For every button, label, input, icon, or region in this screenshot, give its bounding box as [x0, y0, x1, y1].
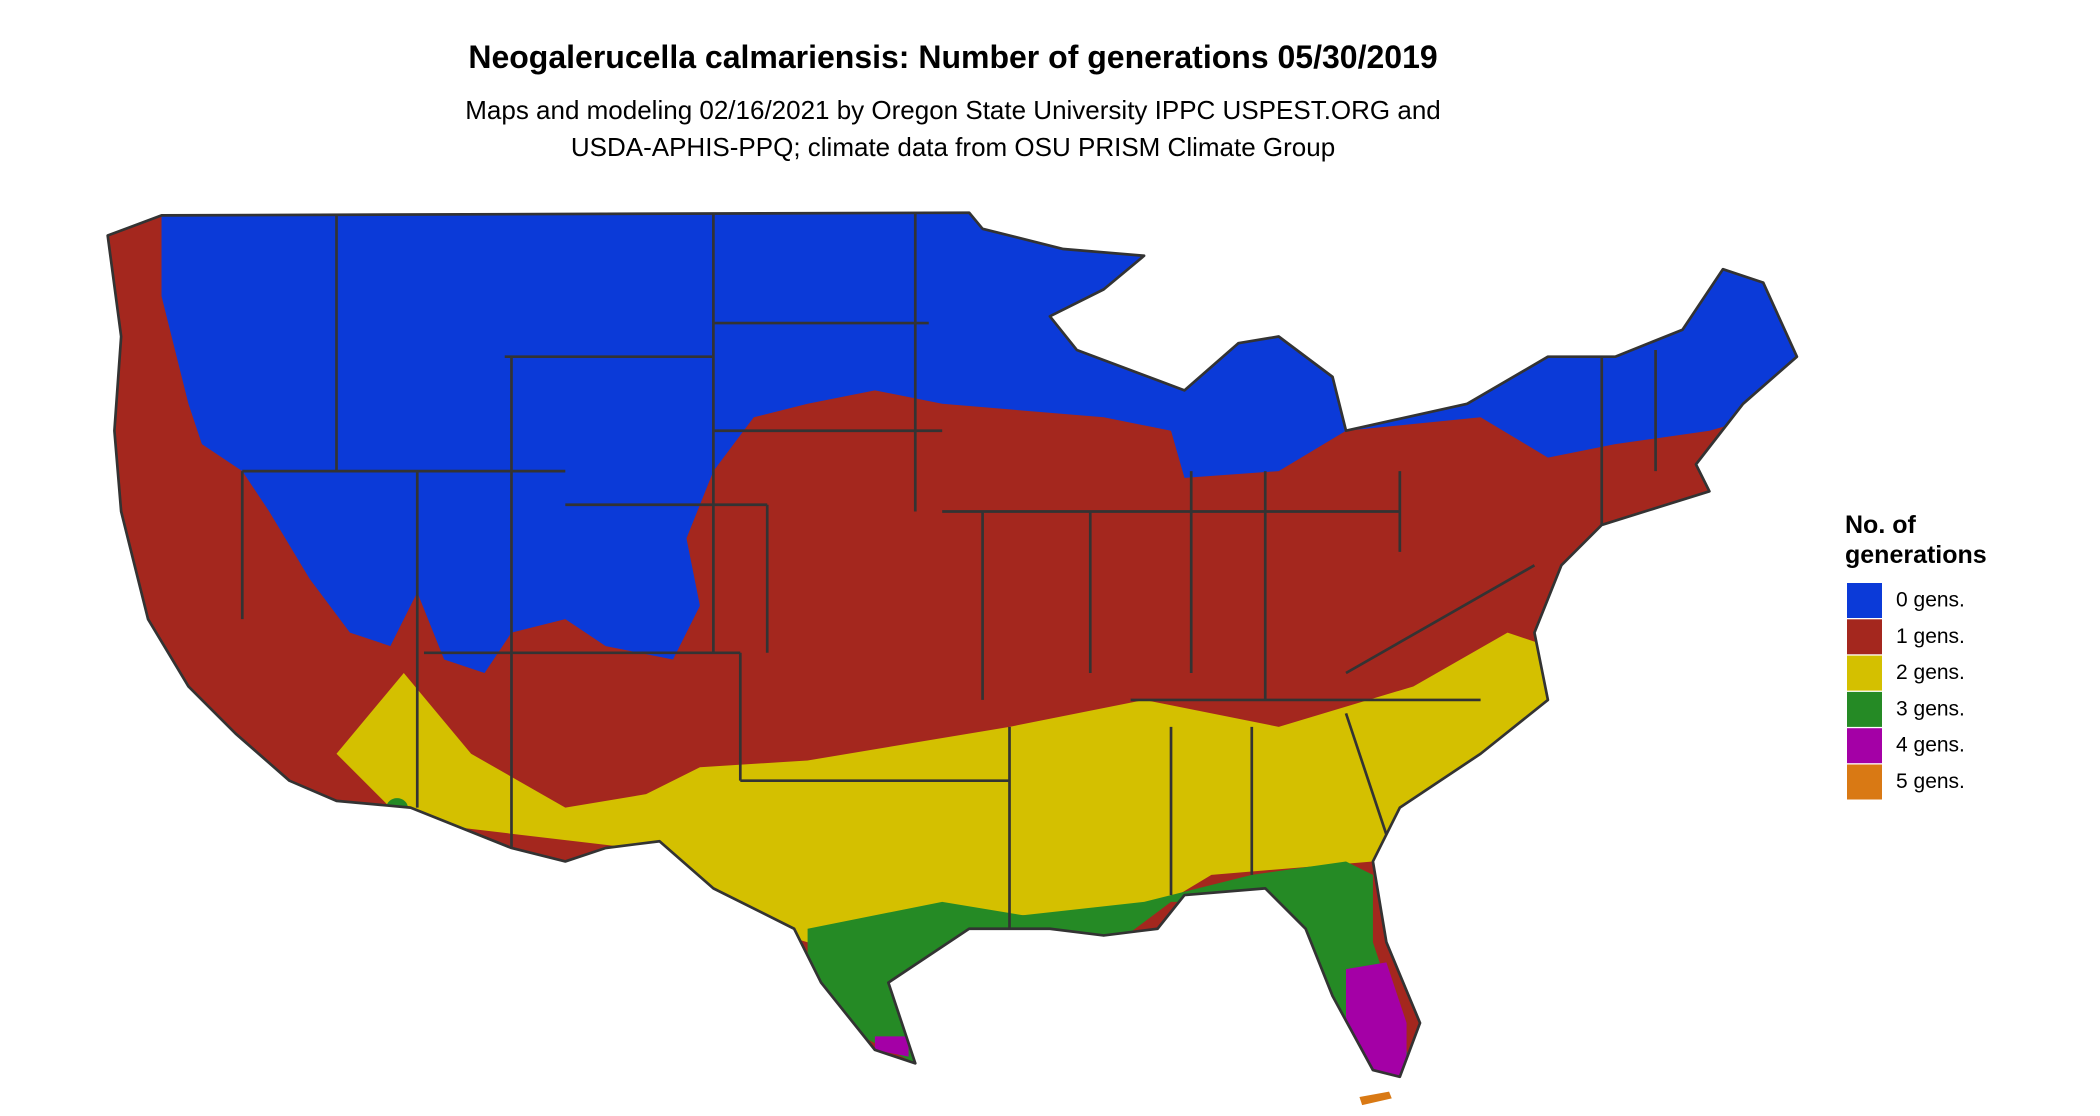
legend-label: 3 gens. — [1896, 697, 1965, 720]
legend-swatch — [1847, 728, 1882, 764]
legend-swatch — [1847, 619, 1882, 655]
map-title: Neogalerucella calmariensis: Number of g… — [468, 39, 1437, 75]
legend-label: 1 gens. — [1896, 625, 1965, 648]
map-regions — [107, 212, 1797, 1077]
us-outline — [106, 211, 1799, 1079]
legend-label: 2 gens. — [1896, 661, 1965, 684]
legend-swatch — [1847, 583, 1882, 618]
legend-swatch — [1847, 655, 1882, 691]
state-borders — [106, 211, 1799, 1079]
us-map — [106, 211, 1799, 1106]
legend-label: 4 gens. — [1896, 734, 1965, 757]
map-subtitle: USDA-APHIS-PPQ; climate data from OSU PR… — [571, 132, 1335, 162]
legend-swatch — [1847, 691, 1882, 727]
region — [807, 861, 1414, 1077]
state-border — [240, 212, 1657, 929]
legend-title: No. of — [1845, 511, 1916, 539]
legend-label: 5 gens. — [1896, 770, 1965, 793]
region — [1359, 1091, 1392, 1106]
legend-title: generations — [1845, 541, 1987, 569]
region — [336, 632, 1562, 943]
map-subtitle: Maps and modeling 02/16/2021 by Oregon S… — [465, 95, 1441, 125]
legend-label: 0 gens. — [1896, 589, 1965, 612]
legend-swatch — [1847, 764, 1882, 800]
legend: No. of generations 0 gens. 1 gens. 2 gens.… — [1845, 511, 1987, 800]
region — [1345, 962, 1407, 1077]
